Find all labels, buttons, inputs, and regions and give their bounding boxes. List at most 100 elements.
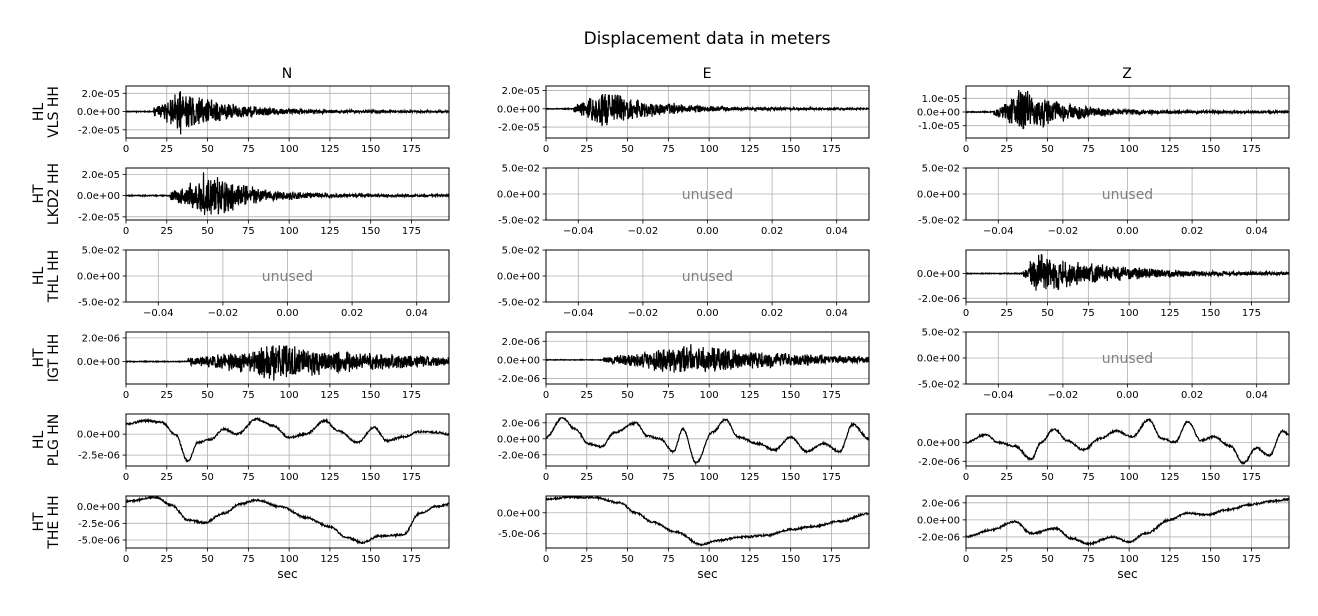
axes-frame <box>125 331 450 385</box>
x-tick-label: 0.00 <box>696 226 718 237</box>
subplot-0-0: 0 25 50 75 100 125 150 175 2.0e-05 0.0e+00 -2.0e-0… <box>77 85 450 155</box>
y-tick-label: 0.0e+00 <box>77 430 120 441</box>
x-tick-label: 125 <box>320 226 339 237</box>
x-tick-label: 50 <box>621 390 634 401</box>
y-tick-label: 0.0e+00 <box>497 272 540 283</box>
x-tick-label: 150 <box>361 144 380 155</box>
x-tick-label: 75 <box>1082 308 1095 319</box>
x-tick-label: −0.02 <box>1048 226 1079 237</box>
x-tick-label: 75 <box>242 554 255 565</box>
x-tick-label: 50 <box>201 554 214 565</box>
x-tick-label: 50 <box>1041 472 1054 483</box>
x-tick-label: −0.02 <box>628 308 659 319</box>
axes-frame <box>545 331 870 385</box>
y-tick-label: 0.0e+00 <box>497 104 540 115</box>
row-label-network: HT <box>31 184 47 204</box>
series-line <box>126 496 449 545</box>
x-tick-label: 0 <box>963 144 969 155</box>
x-tick-label: 75 <box>242 472 255 483</box>
series-line <box>126 345 449 381</box>
axes-frame <box>965 495 1290 549</box>
x-tick-label: 75 <box>1082 472 1095 483</box>
x-tick-label: 125 <box>1160 472 1179 483</box>
x-tick-label: 100 <box>280 554 299 565</box>
x-tick-label: 25 <box>160 226 173 237</box>
row-label-station: PLG HN <box>46 414 62 467</box>
x-tick-label: 0.00 <box>276 308 298 319</box>
y-tick-label: 2.0e-06 <box>502 418 540 429</box>
subplot-3-0: 0 25 50 75 100 125 150 175 2.0e-06 0.0e+00 <box>77 331 450 401</box>
x-tick-label: 150 <box>781 390 800 401</box>
x-tick-label: 125 <box>320 472 339 483</box>
x-tick-label: 175 <box>1242 472 1261 483</box>
x-tick-label: 0.04 <box>1246 390 1268 401</box>
x-tick-label: 100 <box>700 554 719 565</box>
x-tick-label: 175 <box>402 390 421 401</box>
series-line <box>546 94 869 127</box>
x-tick-label: 0 <box>543 390 549 401</box>
x-tick-label: −0.02 <box>208 308 239 319</box>
x-tick-label: 25 <box>160 390 173 401</box>
x-tick-label: 0 <box>963 472 969 483</box>
y-tick-label: -5.0e-02 <box>498 298 540 309</box>
y-tick-label: -1.0e-05 <box>918 121 960 132</box>
x-tick-label: 150 <box>361 554 380 565</box>
axes-frame <box>545 85 870 139</box>
unused-label: unused <box>682 187 733 203</box>
subplot-1-1: unused −0.04 −0.02 0.00 0.02 0.04 5.0e-02 0.0e+… <box>497 164 870 237</box>
x-tick-label: 175 <box>402 472 421 483</box>
x-tick-label: −0.04 <box>563 226 594 237</box>
subplot-5-2: 0 25 50 75 100 125 150 175 2.0e-06 0.0e+00 -2.0e-0… <box>917 495 1290 581</box>
y-tick-label: 5.0e-02 <box>922 164 960 175</box>
x-tick-label: 0.04 <box>826 308 848 319</box>
x-tick-label: 50 <box>1041 308 1054 319</box>
x-tick-label: 175 <box>402 554 421 565</box>
y-tick-label: 0.0e+00 <box>917 269 960 280</box>
x-tick-label: 150 <box>1201 308 1220 319</box>
x-tick-label: −0.04 <box>983 226 1014 237</box>
x-tick-label: 125 <box>740 144 759 155</box>
series-line <box>966 497 1289 547</box>
y-tick-label: -2.5e-06 <box>78 451 120 462</box>
x-tick-label: 100 <box>1120 472 1139 483</box>
x-tick-label: 100 <box>1120 144 1139 155</box>
column-title-n: N <box>282 66 292 82</box>
series-line <box>546 344 869 373</box>
x-tick-label: 100 <box>1120 308 1139 319</box>
x-tick-label: 0.02 <box>761 308 783 319</box>
x-tick-label: 0 <box>963 554 969 565</box>
x-tick-label: 150 <box>1201 144 1220 155</box>
row-label-station: THL HH <box>46 250 62 303</box>
x-tick-label: 175 <box>822 144 841 155</box>
x-tick-label: 75 <box>662 554 675 565</box>
series-line <box>546 496 869 547</box>
subplot-5-1: 0 25 50 75 100 125 150 175 0.0e+00 -5.0e-06 sec <box>497 495 870 581</box>
x-tick-label: 125 <box>1160 554 1179 565</box>
x-tick-label: 25 <box>1000 308 1013 319</box>
x-tick-label: 25 <box>580 554 593 565</box>
x-tick-label: 50 <box>621 144 634 155</box>
y-tick-label: -2.0e-06 <box>918 532 960 543</box>
x-tick-label: 150 <box>781 554 800 565</box>
x-tick-label: 25 <box>1000 144 1013 155</box>
y-tick-label: 2.0e-05 <box>502 86 540 97</box>
x-tick-label: 50 <box>201 226 214 237</box>
series-line <box>126 416 449 463</box>
x-tick-label: 125 <box>1160 144 1179 155</box>
axes-frame <box>965 413 1290 467</box>
row-label-station: LKD2 HH <box>46 163 62 225</box>
x-tick-label: 125 <box>740 554 759 565</box>
x-axis-label: sec <box>697 567 717 581</box>
subplot-0-2: 0 25 50 75 100 125 150 175 1.0e-05 0.0e+00 -1.0e-0… <box>917 85 1290 155</box>
y-tick-label: 0.0e+00 <box>497 355 540 366</box>
y-tick-label: -5.0e-02 <box>918 216 960 227</box>
x-tick-label: 175 <box>1242 144 1261 155</box>
x-tick-label: 125 <box>1160 308 1179 319</box>
axes-frame <box>965 249 1290 303</box>
x-tick-label: 25 <box>580 390 593 401</box>
x-tick-label: 0.02 <box>1181 226 1203 237</box>
y-tick-label: 5.0e-02 <box>922 328 960 339</box>
subplot-2-1: unused −0.04 −0.02 0.00 0.02 0.04 5.0e-02 0.0e+… <box>497 246 870 319</box>
x-tick-label: 0.02 <box>1181 390 1203 401</box>
row-label-network: HL <box>31 103 47 122</box>
